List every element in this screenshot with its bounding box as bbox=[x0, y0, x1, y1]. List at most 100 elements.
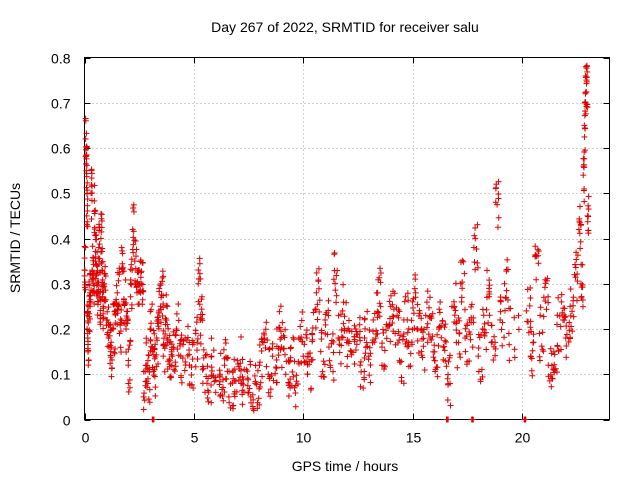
data-point bbox=[83, 212, 90, 219]
data-point bbox=[184, 323, 191, 330]
data-point bbox=[275, 352, 282, 359]
data-point bbox=[108, 339, 115, 346]
data-point bbox=[85, 357, 92, 364]
data-point bbox=[281, 334, 288, 341]
data-point bbox=[200, 354, 207, 361]
data-point bbox=[427, 315, 434, 322]
data-point bbox=[154, 320, 161, 327]
data-point bbox=[382, 363, 389, 370]
data-point bbox=[497, 308, 504, 315]
data-point bbox=[174, 346, 181, 353]
data-point bbox=[85, 338, 92, 345]
data-point bbox=[486, 282, 493, 289]
data-point bbox=[411, 285, 418, 292]
data-point bbox=[92, 253, 99, 260]
data-point bbox=[424, 320, 431, 327]
data-point bbox=[194, 347, 201, 354]
data-point bbox=[243, 366, 250, 373]
data-point bbox=[121, 302, 128, 309]
data-point bbox=[168, 362, 175, 369]
data-point bbox=[100, 310, 107, 317]
data-point bbox=[534, 246, 541, 253]
data-point bbox=[351, 338, 358, 345]
data-point bbox=[468, 319, 475, 326]
data-point bbox=[132, 253, 139, 260]
data-point bbox=[175, 317, 182, 324]
data-point bbox=[231, 377, 238, 384]
data-point bbox=[447, 402, 454, 409]
data-point bbox=[208, 335, 215, 342]
data-point bbox=[178, 332, 185, 339]
data-point bbox=[361, 316, 368, 323]
data-point bbox=[481, 326, 488, 333]
data-point bbox=[569, 308, 576, 315]
data-point bbox=[86, 293, 93, 300]
data-point bbox=[392, 330, 399, 337]
data-point bbox=[432, 366, 439, 373]
data-point bbox=[445, 416, 452, 423]
data-point bbox=[129, 267, 136, 274]
data-point bbox=[157, 319, 164, 326]
data-point bbox=[305, 350, 312, 357]
data-point bbox=[473, 246, 480, 253]
data-point bbox=[157, 280, 164, 287]
y-tick-label: 0.6 bbox=[51, 141, 71, 157]
data-point bbox=[470, 416, 477, 423]
data-point bbox=[82, 135, 89, 142]
data-point bbox=[467, 331, 474, 338]
data-point bbox=[339, 307, 346, 314]
data-point bbox=[266, 345, 273, 352]
data-point bbox=[258, 347, 265, 354]
data-point bbox=[147, 337, 154, 344]
data-point bbox=[452, 307, 459, 314]
data-point bbox=[579, 261, 586, 268]
data-point bbox=[175, 301, 182, 308]
data-point bbox=[361, 354, 368, 361]
data-point bbox=[253, 381, 260, 388]
data-point bbox=[344, 363, 351, 370]
data-point bbox=[511, 354, 518, 361]
data-point bbox=[341, 313, 348, 320]
data-point bbox=[352, 347, 359, 354]
data-point bbox=[127, 266, 134, 273]
data-point bbox=[434, 331, 441, 338]
data-point bbox=[160, 292, 167, 299]
data-point bbox=[196, 301, 203, 308]
data-point bbox=[229, 369, 236, 376]
data-point bbox=[440, 344, 447, 351]
data-point bbox=[369, 328, 376, 335]
data-point bbox=[122, 299, 129, 306]
data-point bbox=[139, 260, 146, 267]
data-point bbox=[248, 399, 255, 406]
data-point bbox=[429, 310, 436, 317]
data-point bbox=[583, 78, 590, 85]
data-point bbox=[486, 312, 493, 319]
data-point bbox=[503, 268, 510, 275]
data-point bbox=[173, 327, 180, 334]
data-point bbox=[83, 155, 90, 162]
data-point bbox=[219, 393, 226, 400]
data-point bbox=[309, 331, 316, 338]
data-point bbox=[314, 301, 321, 308]
data-point bbox=[494, 224, 501, 231]
x-tick-label: 15 bbox=[406, 430, 422, 446]
data-point bbox=[117, 316, 124, 323]
data-point bbox=[132, 237, 139, 244]
data-point bbox=[239, 401, 246, 408]
data-point bbox=[583, 65, 590, 72]
data-point bbox=[505, 330, 512, 337]
data-point bbox=[524, 318, 531, 325]
data-point bbox=[576, 230, 583, 237]
data-point bbox=[377, 270, 384, 277]
data-point bbox=[154, 337, 161, 344]
data-point bbox=[554, 321, 560, 328]
data-point bbox=[160, 273, 167, 280]
data-point bbox=[257, 379, 264, 386]
data-point bbox=[192, 363, 199, 370]
data-point bbox=[439, 318, 446, 325]
data-point bbox=[114, 289, 121, 296]
data-point bbox=[401, 298, 408, 305]
x-axis-label: GPS time / hours bbox=[292, 458, 399, 474]
data-point bbox=[95, 261, 102, 268]
data-point bbox=[366, 327, 373, 334]
